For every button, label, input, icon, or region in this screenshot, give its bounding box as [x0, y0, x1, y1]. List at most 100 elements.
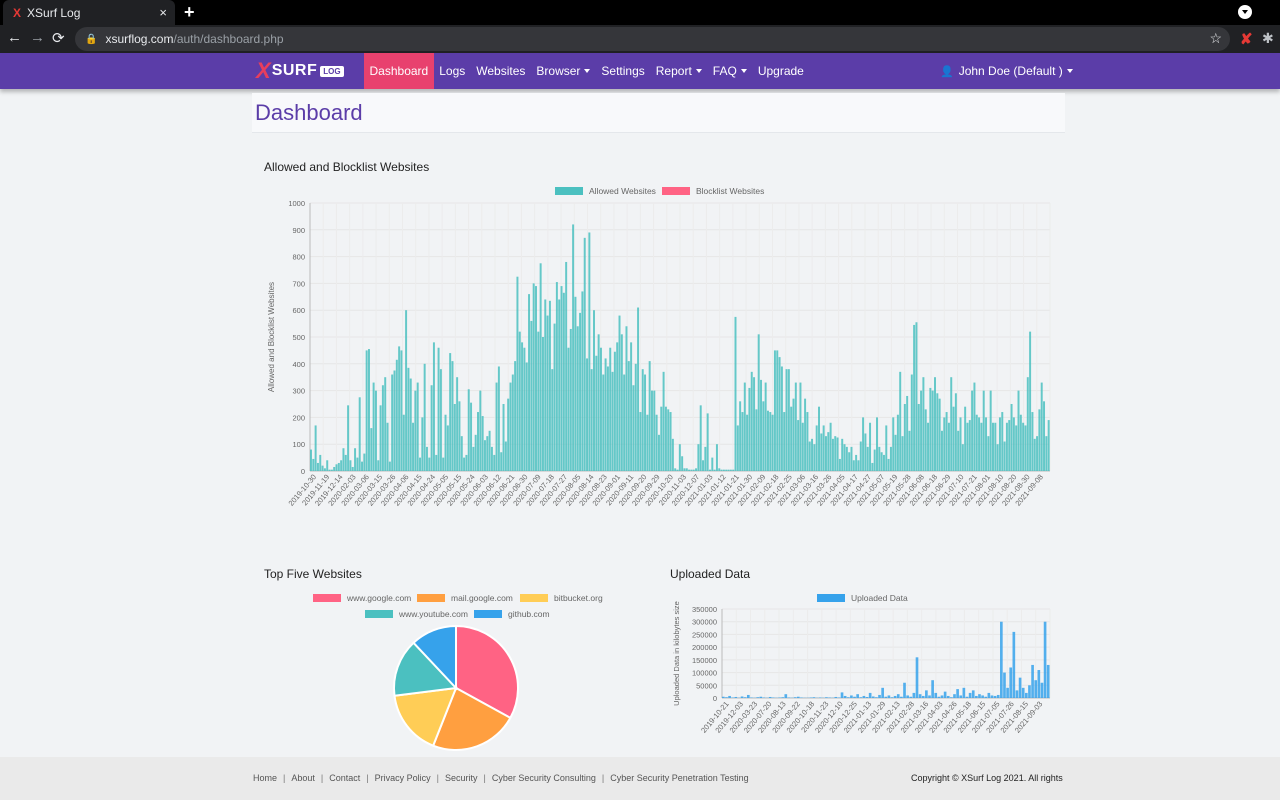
bar[interactable] [978, 694, 981, 698]
bar[interactable] [831, 438, 834, 471]
bar[interactable] [990, 695, 994, 698]
bar[interactable] [423, 363, 426, 471]
bar[interactable] [903, 404, 906, 471]
bar[interactable] [354, 448, 357, 471]
bar[interactable] [739, 401, 742, 471]
bar[interactable] [678, 444, 681, 471]
bar[interactable] [664, 406, 667, 471]
bar[interactable] [1017, 390, 1020, 471]
bar[interactable] [388, 461, 391, 471]
bar[interactable] [818, 406, 820, 471]
bar[interactable] [878, 446, 881, 471]
bar[interactable] [980, 422, 983, 471]
bar[interactable] [755, 409, 758, 471]
bar[interactable] [871, 462, 874, 471]
bar[interactable] [398, 346, 401, 471]
bar[interactable] [479, 390, 482, 471]
bar[interactable] [943, 417, 946, 471]
bar[interactable] [987, 692, 991, 698]
nav-logs[interactable]: Logs [434, 53, 471, 89]
legend-uploaded[interactable]: Uploaded Data [817, 593, 908, 603]
bar[interactable] [940, 695, 944, 698]
bar[interactable] [437, 347, 440, 471]
bar[interactable] [734, 316, 737, 471]
bar[interactable] [407, 367, 410, 471]
bar[interactable] [611, 371, 614, 471]
bar[interactable] [1008, 420, 1011, 471]
bar[interactable] [915, 322, 918, 471]
bar[interactable] [1037, 670, 1041, 698]
bar[interactable] [845, 446, 848, 471]
bar[interactable] [579, 312, 582, 471]
bar[interactable] [892, 417, 895, 471]
bar[interactable] [859, 697, 863, 698]
bar[interactable] [824, 436, 827, 471]
bar[interactable] [481, 416, 484, 471]
bar[interactable] [811, 438, 814, 471]
bar[interactable] [741, 412, 744, 471]
footer-link[interactable]: Home [253, 773, 278, 783]
bar[interactable] [562, 292, 565, 471]
bar[interactable] [787, 369, 790, 471]
bar[interactable] [715, 444, 718, 471]
bar[interactable] [1046, 664, 1050, 698]
bar[interactable] [620, 334, 623, 471]
bar[interactable] [962, 687, 966, 698]
bar[interactable] [384, 377, 387, 471]
bar[interactable] [597, 334, 600, 471]
bar[interactable] [769, 412, 772, 471]
bar[interactable] [876, 417, 878, 471]
bar[interactable] [722, 469, 725, 471]
bar[interactable] [660, 406, 663, 471]
bar[interactable] [865, 696, 869, 698]
bar[interactable] [818, 697, 822, 698]
footer-link[interactable]: Security [444, 773, 478, 783]
bar[interactable] [472, 446, 475, 471]
bar[interactable] [820, 433, 823, 471]
bar[interactable] [1001, 412, 1004, 471]
bar[interactable] [504, 441, 507, 471]
bar[interactable] [908, 430, 911, 471]
bar[interactable] [370, 428, 373, 471]
bar[interactable] [978, 417, 981, 471]
bar[interactable] [593, 310, 595, 471]
bar[interactable] [630, 342, 633, 471]
bar[interactable] [637, 307, 640, 471]
back-icon[interactable]: ← [7, 29, 22, 46]
bar[interactable] [569, 328, 572, 471]
bar[interactable] [323, 468, 326, 471]
bar[interactable] [688, 469, 691, 471]
bar[interactable] [451, 361, 454, 471]
bar[interactable] [393, 370, 396, 472]
bar[interactable] [889, 446, 892, 471]
bar[interactable] [836, 437, 839, 472]
pie-legend-item[interactable]: mail.google.com [417, 593, 513, 603]
bar[interactable] [785, 369, 788, 471]
close-icon[interactable]: × [159, 5, 167, 20]
bar[interactable] [1005, 422, 1008, 471]
bar[interactable] [837, 697, 841, 698]
bar[interactable] [541, 337, 544, 471]
bar[interactable] [843, 444, 846, 471]
bar[interactable] [1031, 412, 1034, 471]
bar[interactable] [685, 468, 688, 471]
bar[interactable] [927, 422, 930, 471]
bar[interactable] [981, 695, 984, 698]
bar[interactable] [887, 695, 891, 698]
bar[interactable] [808, 441, 811, 471]
bar[interactable] [924, 409, 927, 471]
bar[interactable] [558, 299, 561, 471]
bar[interactable] [922, 377, 925, 471]
pie-slice[interactable] [431, 686, 512, 751]
bar[interactable] [449, 353, 452, 471]
bar[interactable] [1025, 692, 1028, 698]
bar[interactable] [906, 395, 909, 471]
bar[interactable] [616, 342, 619, 471]
bar[interactable] [463, 457, 466, 471]
bar[interactable] [987, 436, 990, 471]
bar[interactable] [736, 425, 739, 471]
bar[interactable] [381, 385, 384, 471]
bar[interactable] [793, 697, 797, 698]
bar[interactable] [848, 452, 851, 471]
bar[interactable] [1043, 621, 1047, 698]
